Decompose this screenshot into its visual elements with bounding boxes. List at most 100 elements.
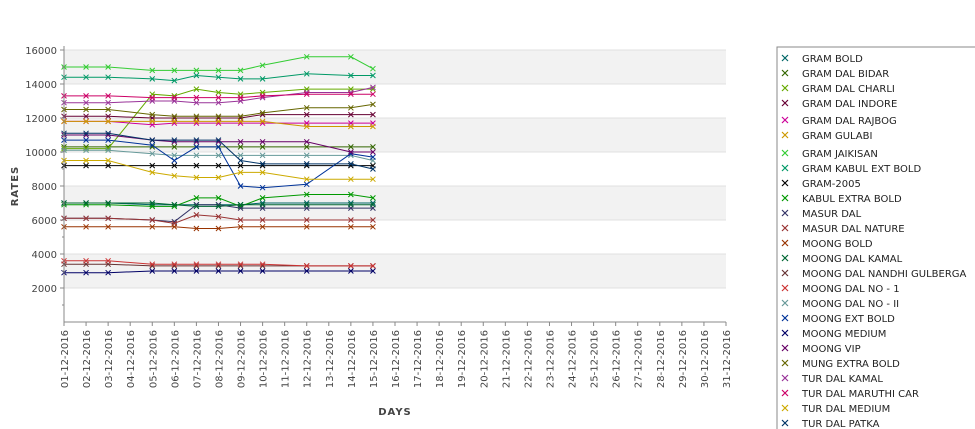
series-line — [64, 114, 373, 119]
data-point — [215, 67, 222, 74]
legend-marker — [781, 209, 789, 217]
data-point — [83, 269, 89, 276]
data-point — [370, 72, 376, 79]
data-point — [259, 161, 266, 167]
legend-item: GRAM DAL RAJBOG — [781, 116, 897, 127]
data-point — [348, 111, 354, 118]
data-point — [83, 113, 89, 120]
data-point — [370, 149, 376, 155]
data-point — [149, 217, 156, 223]
data-point — [303, 70, 310, 77]
data-point — [105, 64, 111, 70]
legend-item: GRAM KABUL EXT BOLD — [781, 164, 921, 175]
data-point — [237, 113, 244, 120]
data-point — [83, 157, 89, 164]
grid-lines — [64, 49, 726, 289]
legend-label: GRAM DAL CHARLI — [802, 84, 895, 95]
x-tick-label: 07-12-2016 — [192, 330, 203, 388]
legend-marker — [781, 404, 789, 412]
data-point — [303, 144, 310, 150]
x-tick-label: 10-12-2016 — [259, 330, 270, 388]
legend-label: GRAM DAL INDORE — [802, 99, 897, 110]
data-point — [215, 144, 222, 150]
data-point — [370, 268, 376, 274]
plot-band — [64, 50, 726, 84]
legend-item: MOONG DAL NO - 1 — [781, 284, 900, 295]
data-point — [193, 118, 200, 125]
data-point — [149, 200, 156, 206]
data-point — [193, 99, 200, 106]
data-point — [105, 130, 111, 137]
x-axis-label: DAYS — [378, 407, 412, 418]
legend-label: MOONG EXT BOLD — [802, 314, 895, 325]
plot-band — [64, 220, 726, 254]
legend-marker — [781, 359, 789, 367]
series-line — [64, 194, 373, 207]
data-point — [171, 118, 178, 125]
legend-item: TUR DAL MEDIUM — [781, 404, 890, 415]
legend-item: MUNG EXTRA BOLD — [781, 359, 900, 370]
data-point — [105, 200, 111, 206]
data-point — [348, 123, 354, 130]
data-point — [237, 138, 244, 145]
series-group — [61, 101, 376, 120]
data-point — [215, 94, 222, 101]
legend-marker — [781, 254, 789, 262]
data-point — [171, 268, 178, 274]
data-point — [215, 89, 222, 96]
x-tick-label: 13-12-2016 — [325, 330, 336, 388]
data-point — [370, 195, 376, 201]
legend-item: GRAM DAL CHARLI — [781, 84, 895, 95]
data-point — [215, 213, 222, 220]
legend-marker — [781, 284, 789, 292]
series-line — [64, 149, 374, 161]
data-point — [149, 67, 156, 74]
data-point — [303, 53, 310, 60]
data-point — [215, 113, 222, 120]
data-point — [215, 195, 222, 201]
legend-label: GRAM DAL RAJBOG — [802, 116, 897, 127]
data-point — [105, 113, 111, 120]
x-tick-label: 05-12-2016 — [148, 330, 159, 388]
legend-label: TUR DAL MARUTHI CAR — [801, 389, 919, 400]
y-tick-label: 16000 — [25, 46, 57, 57]
legend-marker — [781, 194, 789, 202]
data-point — [171, 157, 178, 164]
data-point — [237, 223, 244, 230]
x-tick-label: 28-12-2016 — [656, 330, 667, 388]
data-point — [303, 201, 310, 208]
series-group — [61, 84, 376, 106]
legend-marker — [781, 164, 789, 172]
data-point — [149, 94, 156, 101]
data-point — [149, 111, 156, 118]
legend-marker — [781, 224, 789, 232]
data-point — [348, 91, 354, 98]
data-point — [259, 169, 266, 176]
x-tick-label: 25-12-2016 — [590, 330, 601, 388]
data-point — [193, 212, 200, 218]
x-tick-label: 02-12-2016 — [82, 330, 93, 388]
data-point — [237, 201, 244, 208]
x-tick-label: 22-12-2016 — [523, 330, 534, 388]
series-group — [61, 91, 376, 101]
legend-label: MOONG MEDIUM — [802, 329, 886, 340]
legend-item: KABUL EXTRA BOLD — [781, 194, 902, 205]
data-point — [83, 137, 89, 143]
data-point — [215, 203, 222, 210]
data-point — [259, 152, 266, 159]
data-point — [105, 93, 111, 99]
data-point — [83, 74, 89, 81]
legend-marker — [781, 344, 789, 352]
series-group — [61, 223, 376, 232]
data-point — [370, 84, 376, 91]
data-point — [259, 110, 266, 116]
legend-item: MOONG VIP — [781, 344, 861, 355]
data-point — [105, 257, 111, 264]
data-point — [259, 93, 266, 99]
data-point — [149, 162, 156, 169]
data-point — [149, 261, 156, 268]
data-point — [105, 215, 111, 222]
data-point — [348, 104, 354, 111]
data-point — [105, 269, 111, 276]
legend-label: GRAM JAIKISAN — [802, 149, 878, 160]
